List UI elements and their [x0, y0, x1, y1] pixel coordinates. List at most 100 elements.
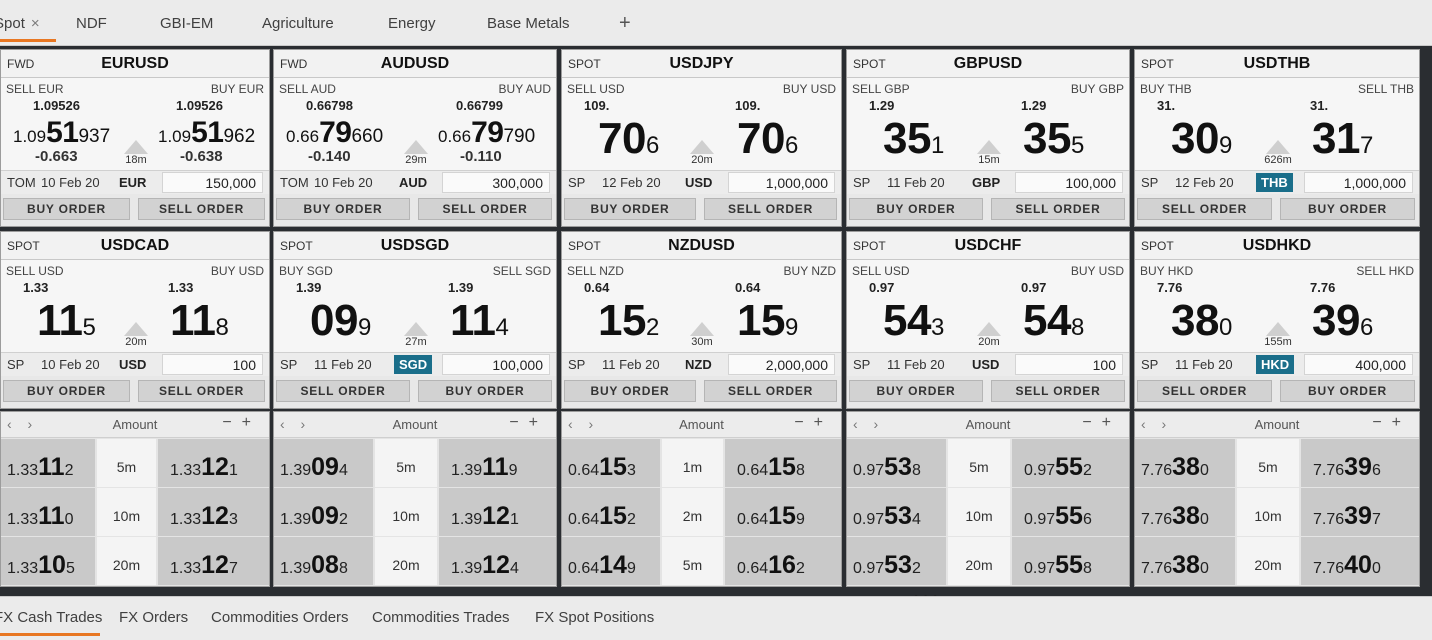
minus-icon[interactable]: − [222, 414, 242, 431]
ladder-bid-cell[interactable]: 7.76380 [1135, 488, 1235, 536]
ladder-ask-cell[interactable]: 1.33127 [158, 537, 269, 585]
sell-order-button[interactable]: SELL ORDER [418, 198, 552, 220]
sell-order-button[interactable]: SELL ORDER [991, 198, 1125, 220]
tenor-label[interactable]: SP [568, 357, 586, 372]
close-icon[interactable]: × [30, 15, 40, 32]
dealt-currency[interactable]: USD [972, 357, 1000, 372]
tab-commodities-orders[interactable]: Commodities Orders [211, 609, 349, 626]
minus-icon[interactable]: − [509, 414, 529, 431]
ladder-ask-cell[interactable]: 1.33121 [158, 439, 269, 487]
buy-order-button[interactable]: BUY ORDER [564, 198, 696, 220]
ladder-ask-cell[interactable]: 0.64162 [725, 537, 841, 585]
ladder-ask-cell[interactable]: 7.76397 [1301, 488, 1419, 536]
tenor-label[interactable]: SP [1141, 357, 1159, 372]
amount-input[interactable]: 300,000 [442, 172, 550, 193]
amount-input[interactable]: 150,000 [162, 172, 263, 193]
value-date[interactable]: 11 Feb 20 [602, 357, 660, 372]
ask-side[interactable]: BUY USD 109. 706 [701, 78, 841, 176]
ladder-bid-cell[interactable]: 0.97534 [847, 488, 946, 536]
ladder-ask-cell[interactable]: 0.97558 [1012, 537, 1129, 585]
ladder-ask-cell[interactable]: 7.76396 [1301, 439, 1419, 487]
ask-side[interactable]: BUY USD 0.97 548 [987, 260, 1129, 358]
amount-input[interactable]: 2,000,000 [728, 354, 835, 375]
sell-order-button[interactable]: SELL ORDER [1137, 380, 1272, 402]
tab-base-metals[interactable]: Base Metals [487, 15, 570, 32]
sell-order-button[interactable]: SELL ORDER [704, 198, 837, 220]
ladder-ask-cell[interactable]: 1.39121 [439, 488, 556, 536]
buy-order-button[interactable]: BUY ORDER [418, 380, 552, 402]
tab-fx-orders[interactable]: FX Orders [119, 609, 189, 626]
ladder-nav-arrows[interactable]: ‹ › [1141, 416, 1173, 432]
tab-agriculture[interactable]: Agriculture [262, 15, 334, 32]
bid-side[interactable]: SELL USD 1.33 115 [1, 260, 136, 358]
buy-order-button[interactable]: BUY ORDER [564, 380, 696, 402]
tenor-label[interactable]: TOM [7, 175, 36, 190]
sell-order-button[interactable]: SELL ORDER [138, 380, 265, 402]
ask-side[interactable]: SELL HKD 7.76 396 [1276, 260, 1419, 358]
value-date[interactable]: 11 Feb 20 [1175, 357, 1233, 372]
tab-ndf[interactable]: NDF [76, 15, 107, 32]
ladder-ask-cell[interactable]: 0.64158 [725, 439, 841, 487]
ladder-bid-cell[interactable]: 1.33112 [1, 439, 95, 487]
ladder-ask-cell[interactable]: 1.33123 [158, 488, 269, 536]
bid-side[interactable]: BUY THB 31. 309 [1135, 78, 1278, 176]
amount-input[interactable]: 100,000 [1015, 172, 1123, 193]
tab-fx-cash-trades[interactable]: FX Cash Trades [0, 609, 103, 626]
ladder-zoom-controls[interactable]: −+ [1372, 414, 1411, 432]
tenor-label[interactable]: SP [280, 357, 298, 372]
ladder-nav-arrows[interactable]: ‹ › [568, 416, 600, 432]
minus-icon[interactable]: − [794, 414, 814, 431]
bid-side[interactable]: SELL AUD 0.66798 0.6679660 -0.140 [274, 78, 416, 176]
amount-input[interactable]: 1,000,000 [1304, 172, 1413, 193]
ladder-bid-cell[interactable]: 1.33110 [1, 488, 95, 536]
plus-icon[interactable]: + [528, 414, 548, 431]
add-tab-button[interactable]: + [619, 12, 631, 34]
ladder-ask-cell[interactable]: 1.39119 [439, 439, 556, 487]
ladder-nav-arrows[interactable]: ‹ › [280, 416, 312, 432]
ask-side[interactable]: BUY USD 1.33 118 [134, 260, 269, 358]
ladder-bid-cell[interactable]: 1.39092 [274, 488, 373, 536]
dealt-currency[interactable]: NZD [685, 357, 712, 372]
tenor-label[interactable]: SP [853, 357, 871, 372]
ladder-ask-cell[interactable]: 7.76400 [1301, 537, 1419, 585]
value-date[interactable]: 12 Feb 20 [602, 175, 661, 190]
dealt-currency[interactable]: SGD [394, 355, 433, 374]
dealt-currency[interactable]: EUR [119, 175, 147, 190]
sell-order-button[interactable]: SELL ORDER [276, 380, 410, 402]
plus-icon[interactable]: + [813, 414, 833, 431]
buy-order-button[interactable]: BUY ORDER [1280, 380, 1415, 402]
ask-side[interactable]: BUY NZD 0.64 159 [701, 260, 841, 358]
plus-icon[interactable]: + [1391, 414, 1411, 431]
buy-order-button[interactable]: BUY ORDER [849, 198, 983, 220]
sell-order-button[interactable]: SELL ORDER [138, 198, 265, 220]
ladder-zoom-controls[interactable]: −+ [1082, 414, 1121, 432]
ladder-bid-cell[interactable]: 7.76380 [1135, 439, 1235, 487]
bid-side[interactable]: BUY HKD 7.76 380 [1135, 260, 1278, 358]
sell-order-button[interactable]: SELL ORDER [704, 380, 837, 402]
amount-input[interactable]: 100,000 [442, 354, 550, 375]
tenor-label[interactable]: SP [7, 357, 25, 372]
ladder-ask-cell[interactable]: 1.39124 [439, 537, 556, 585]
value-date[interactable]: 10 Feb 20 [41, 357, 100, 372]
ladder-zoom-controls[interactable]: −+ [509, 414, 548, 432]
bid-side[interactable]: SELL NZD 0.64 152 [562, 260, 702, 358]
bid-side[interactable]: SELL USD 0.97 543 [847, 260, 989, 358]
amount-input[interactable]: 100 [162, 354, 263, 375]
sell-order-button[interactable]: SELL ORDER [991, 380, 1125, 402]
plus-icon[interactable]: + [1101, 414, 1121, 431]
value-date[interactable]: 11 Feb 20 [887, 357, 945, 372]
ask-side[interactable]: SELL SGD 1.39 114 [414, 260, 556, 358]
tab-spot[interactable]: Spot × [0, 15, 40, 32]
dealt-currency[interactable]: HKD [1256, 355, 1295, 374]
ask-side[interactable]: SELL THB 31. 317 [1276, 78, 1419, 176]
ladder-bid-cell[interactable]: 0.64152 [562, 488, 660, 536]
amount-input[interactable]: 100 [1015, 354, 1123, 375]
tab-commodities-trades[interactable]: Commodities Trades [372, 609, 510, 626]
value-date[interactable]: 11 Feb 20 [887, 175, 945, 190]
tenor-label[interactable]: SP [568, 175, 586, 190]
amount-input[interactable]: 1,000,000 [728, 172, 835, 193]
ladder-bid-cell[interactable]: 7.76380 [1135, 537, 1235, 585]
ladder-ask-cell[interactable]: 0.97552 [1012, 439, 1129, 487]
tab-fx-spot-positions[interactable]: FX Spot Positions [535, 609, 655, 626]
bid-side[interactable]: SELL GBP 1.29 351 [847, 78, 989, 176]
